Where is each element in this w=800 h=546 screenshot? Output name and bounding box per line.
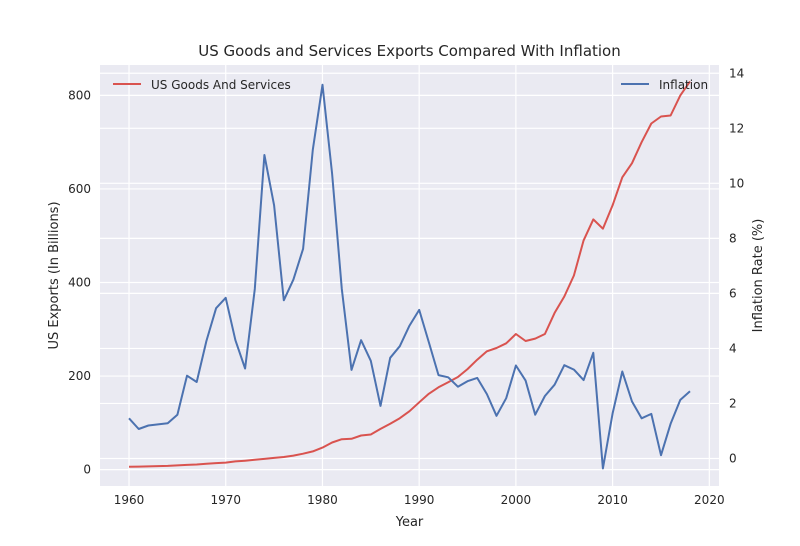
y2-tick-label: 0 — [729, 451, 737, 465]
y-tick-label: 0 — [83, 463, 91, 477]
series-line-inflation — [128, 83, 691, 470]
x-tick-label: 1970 — [210, 493, 241, 507]
y-tick-label: 400 — [68, 276, 91, 290]
y2-tick-label: 8 — [729, 231, 737, 245]
x-tick-label: 2020 — [694, 493, 725, 507]
plot-background — [100, 65, 719, 486]
tick-labels: 1960 1970 1980 1990 2000 2010 2020020040060080… — [68, 66, 744, 507]
y2-axis-label: Inflation Rate (%) — [751, 219, 766, 333]
legends: US Goods And Services Inflation — [113, 78, 708, 92]
y-tick-label: 200 — [68, 369, 91, 383]
x-axis-label: Year — [395, 515, 424, 530]
y-tick-label: 600 — [68, 182, 91, 196]
y2-tick-label: 6 — [729, 286, 737, 300]
legend-label: Inflation — [659, 78, 708, 92]
chart-title: US Goods and Services Exports Compared W… — [198, 42, 621, 60]
legend-label: US Goods And Services — [151, 78, 291, 92]
y2-tick-label: 4 — [729, 341, 737, 355]
y2-tick-label: 10 — [729, 176, 744, 190]
y2-tick-label: 2 — [729, 396, 737, 410]
y-axis-label: US Exports (In Billions) — [47, 201, 62, 349]
x-tick-label: 2000 — [501, 493, 532, 507]
series-layer — [128, 80, 691, 470]
x-tick-label: 1960 — [114, 493, 145, 507]
x-tick-label: 1990 — [404, 493, 435, 507]
y-tick-label: 800 — [68, 88, 91, 102]
x-tick-label: 2010 — [597, 493, 628, 507]
x-tick-label: 1980 — [307, 493, 338, 507]
y2-tick-label: 12 — [729, 121, 744, 135]
y2-tick-label: 14 — [729, 66, 744, 80]
series-line-us-goods-and-services — [128, 80, 691, 468]
grid — [100, 65, 719, 486]
